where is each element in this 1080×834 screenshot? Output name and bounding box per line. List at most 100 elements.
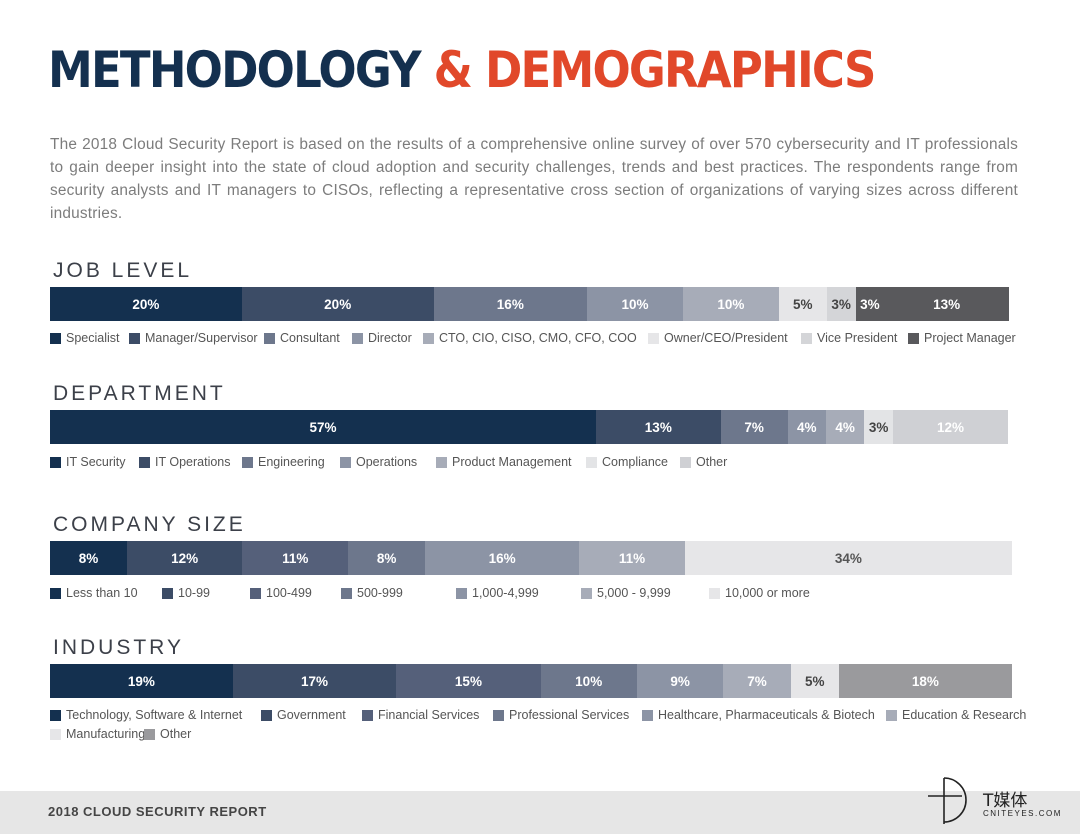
- legend-swatch: [50, 332, 61, 344]
- legend-item: Owner/CEO/President: [648, 328, 788, 348]
- bar-segment: 57%: [50, 410, 597, 444]
- legend-swatch: [50, 587, 61, 599]
- legend-swatch: [129, 332, 140, 344]
- legend-label: Professional Services: [509, 708, 630, 722]
- legend-label: 1,000-4,999: [472, 586, 539, 600]
- legend-item: Director: [352, 328, 412, 348]
- bar-segment: 8%: [348, 541, 426, 575]
- legend-swatch: [436, 456, 447, 468]
- bar-segment: 3%: [826, 287, 856, 321]
- title-part-2: & DEMOGRAPHICS: [433, 41, 877, 99]
- job-level-bar: 20% 20% 16% 10% 10% 5% 3% 3% 13%: [50, 287, 1009, 321]
- legend-label: Government: [277, 708, 346, 722]
- legend-swatch: [886, 709, 897, 721]
- legend-item: Engineering: [242, 452, 325, 472]
- legend-swatch: [801, 332, 812, 344]
- legend-swatch: [50, 728, 61, 740]
- watermark-domain: CNITEYES.COM: [983, 809, 1062, 818]
- legend-item: Healthcare, Pharmaceuticals & Biotech: [642, 705, 875, 725]
- legend-item: 5,000 - 9,999: [581, 583, 671, 603]
- industry-bar: 19% 17% 15% 10% 9% 7% 5% 18%: [50, 664, 1012, 698]
- legend-item: 1,000-4,999: [456, 583, 539, 603]
- legend-item: Education & Research: [886, 705, 1026, 725]
- legend-label: Operations: [356, 455, 418, 469]
- legend-label: Less than 10: [66, 586, 138, 600]
- legend-label: Healthcare, Pharmaceuticals & Biotech: [658, 708, 875, 722]
- bar-segment: 3%: [864, 410, 893, 444]
- legend-item: Vice President: [801, 328, 897, 348]
- legend-label: Director: [368, 331, 412, 345]
- industry-heading: INDUSTRY: [53, 636, 184, 659]
- legend-swatch: [908, 332, 919, 344]
- bar-segment: 18%: [838, 664, 1012, 698]
- bar-segment: 3%: [855, 287, 885, 321]
- bar-segment: 13%: [596, 410, 721, 444]
- bar-segment: 11%: [579, 541, 685, 575]
- legend-item: Professional Services: [493, 705, 629, 725]
- bar-segment: 11%: [242, 541, 349, 575]
- bar-segment: 4%: [825, 410, 865, 444]
- department-legend: IT Security IT Operations Engineering Opera…: [50, 452, 1025, 472]
- legend-swatch: [680, 456, 691, 468]
- legend-item: Project Manager: [908, 328, 1016, 348]
- job-level-heading: JOB LEVEL: [53, 259, 193, 282]
- legend-label: IT Security: [66, 455, 126, 469]
- legend-swatch: [340, 456, 351, 468]
- legend-item: IT Operations: [139, 452, 231, 472]
- job-level-legend: Specialist Manager/Supervisor Consultant Di…: [50, 328, 1025, 348]
- legend-label: 100-499: [266, 586, 312, 600]
- legend-label: Project Manager: [924, 331, 1016, 345]
- legend-swatch: [586, 456, 597, 468]
- legend-item: Specialist: [50, 328, 120, 348]
- legend-item: Manufacturing: [50, 724, 145, 744]
- bar-segment: 12%: [126, 541, 243, 575]
- industry-legend: Technology, Software & Internet Governmen…: [50, 705, 1030, 745]
- watermark-name: T媒体: [983, 791, 1028, 811]
- bar-segment: 13%: [884, 287, 1009, 321]
- department-heading: DEPARTMENT: [53, 382, 226, 405]
- bar-segment: 17%: [232, 664, 397, 698]
- bar-segment: 20%: [50, 287, 242, 321]
- legend-label: Specialist: [66, 331, 120, 345]
- legend-label: 10-99: [178, 586, 210, 600]
- bar-segment: 19%: [50, 664, 233, 698]
- bar-segment: 10%: [587, 287, 683, 321]
- bar-segment: 4%: [787, 410, 826, 444]
- legend-label: Engineering: [258, 455, 325, 469]
- legend-item: Technology, Software & Internet: [50, 705, 242, 725]
- legend-swatch: [162, 587, 173, 599]
- legend-item: 10,000 or more: [709, 583, 810, 603]
- legend-label: Owner/CEO/President: [664, 331, 788, 345]
- legend-item: Operations: [340, 452, 417, 472]
- legend-item: Compliance: [586, 452, 668, 472]
- company-size-heading: COMPANY SIZE: [53, 513, 246, 536]
- legend-item: Other: [144, 724, 191, 744]
- title-part-1: METHODOLOGY: [48, 41, 422, 99]
- legend-label: 10,000 or more: [725, 586, 810, 600]
- legend-item: 10-99: [162, 583, 210, 603]
- legend-item: Government: [261, 705, 346, 725]
- legend-label: 500-999: [357, 586, 403, 600]
- legend-item: 100-499: [250, 583, 312, 603]
- legend-swatch: [493, 709, 504, 721]
- legend-item: Product Management: [436, 452, 572, 472]
- legend-label: Other: [160, 727, 192, 741]
- legend-swatch: [642, 709, 653, 721]
- intro-paragraph: The 2018 Cloud Security Report is based …: [50, 136, 1018, 222]
- bar-segment: 7%: [720, 410, 788, 444]
- bar-segment: 10%: [540, 664, 637, 698]
- legend-label: Manufacturing: [66, 727, 146, 741]
- company-size-bar: 8% 12% 11% 8% 16% 11% 34%: [50, 541, 1012, 575]
- legend-label: Manager/Supervisor: [145, 331, 258, 345]
- legend-swatch: [341, 587, 352, 599]
- legend-item: Manager/Supervisor: [129, 328, 258, 348]
- bar-segment: 16%: [433, 287, 588, 321]
- bar-segment: 9%: [636, 664, 724, 698]
- legend-swatch: [648, 332, 659, 344]
- footer-text: 2018 CLOUD SECURITY REPORT: [48, 804, 267, 819]
- legend-swatch: [139, 456, 150, 468]
- legend-label: Financial Services: [378, 708, 480, 722]
- legend-item: 500-999: [341, 583, 403, 603]
- bar-segment: 20%: [241, 287, 434, 321]
- bar-segment: 34%: [684, 541, 1012, 575]
